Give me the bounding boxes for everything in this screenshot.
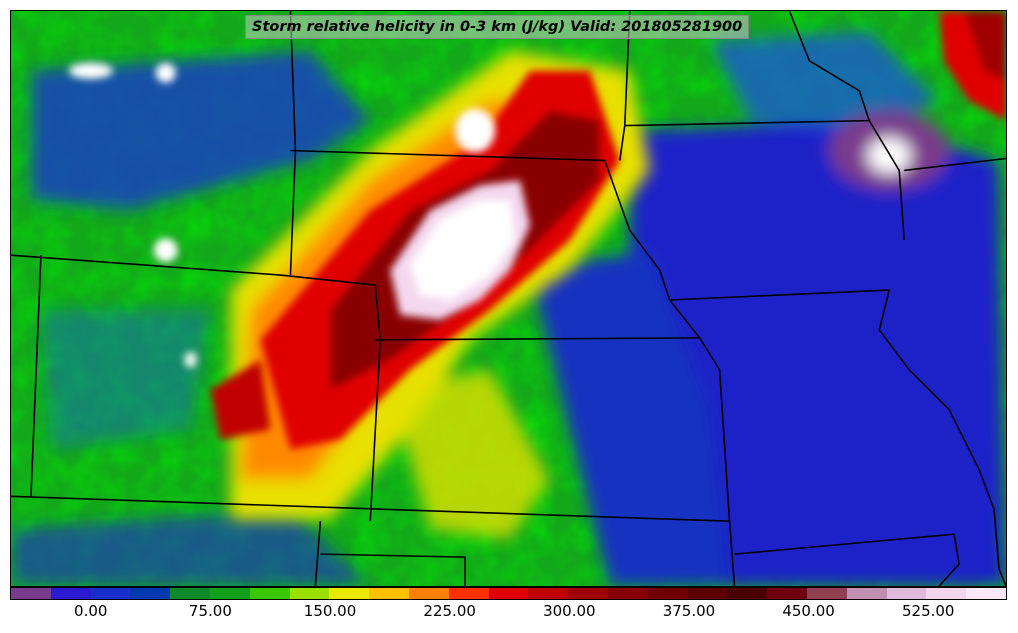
map-title: Storm relative helicity in 0-3 km (J/kg)…	[252, 19, 743, 35]
northeast-high-region	[939, 11, 1006, 121]
colorbar-swatch	[607, 588, 648, 599]
colorbar-tick-label: 525.00	[901, 602, 955, 620]
colorbar-swatch	[647, 588, 688, 599]
colorbar-swatch	[568, 588, 608, 599]
colorbar-tick-label: 150.00	[303, 602, 357, 620]
colorbar-swatch	[488, 588, 529, 599]
colorbar-tick-label: 225.00	[423, 602, 476, 620]
colorbar-swatch	[806, 588, 847, 599]
colorbar-swatch	[966, 588, 1006, 599]
map-title-box: Storm relative helicity in 0-3 km (J/kg)…	[245, 15, 750, 39]
colorbar-tick-label: 0.00	[74, 602, 108, 620]
colorbar-swatch	[448, 588, 489, 599]
colorbar-swatch	[727, 588, 768, 599]
low-helicity-region-west	[11, 50, 371, 586]
colorbar-tick-label: 375.00	[662, 602, 716, 620]
isolated-high-cells	[68, 62, 496, 368]
colorbar-swatch	[329, 588, 370, 599]
colorbar-swatch	[289, 588, 330, 599]
colorbar-tick-label: 300.00	[543, 602, 596, 620]
colorbar-swatch	[249, 588, 290, 599]
low-helicity-region-east	[529, 30, 1006, 586]
colorbar-swatch	[369, 588, 409, 599]
map-panel	[10, 10, 1007, 587]
colorbar-swatch	[209, 588, 250, 599]
colorbar-swatch	[11, 588, 51, 599]
colorbar-swatch	[90, 588, 131, 599]
state-boundaries	[11, 11, 1006, 586]
colorbar-swatch	[408, 588, 449, 599]
colorbar-swatch	[170, 588, 210, 599]
colorbar	[10, 587, 1007, 600]
helicity-field-map	[11, 11, 1006, 586]
colorbar-swatch	[528, 588, 569, 599]
colorbar-swatch	[130, 588, 171, 599]
colorbar-swatch	[50, 588, 91, 599]
colorbar-swatch	[846, 588, 887, 599]
colorbar-tick-labels: 0.00 75.00 150.00 225.00 300.00 375.00 450.00 5…	[0, 602, 1018, 624]
colorbar-tick-label: 75.00	[188, 602, 232, 620]
colorbar-tick-label: 450.00	[782, 602, 835, 620]
colorbar-swatch	[886, 588, 927, 599]
colorbar-swatch	[926, 588, 967, 599]
colorbar-swatch	[767, 588, 807, 599]
peak-helicity-region	[390, 180, 530, 320]
colorbar-swatch	[687, 588, 728, 599]
